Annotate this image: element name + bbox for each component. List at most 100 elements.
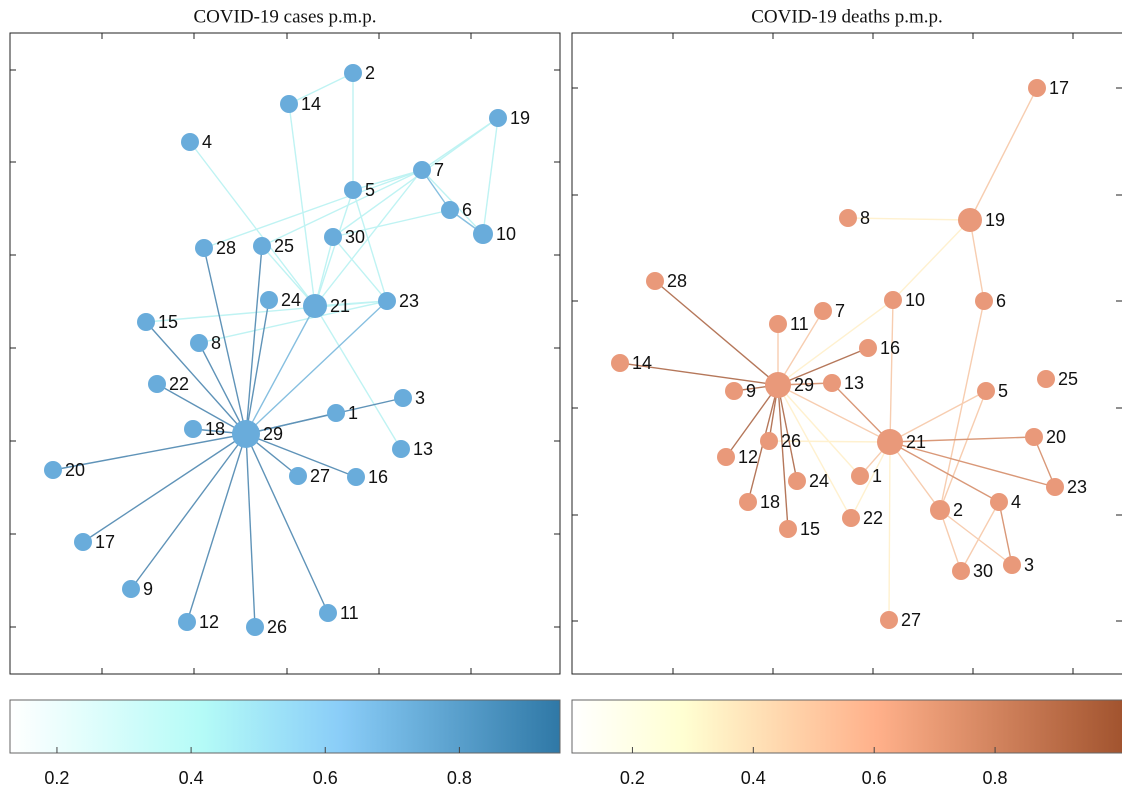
edge <box>245 305 316 435</box>
node-label: 7 <box>434 160 444 180</box>
edge <box>998 501 1013 566</box>
node-label: 23 <box>1067 477 1087 497</box>
node-label: 28 <box>216 238 236 258</box>
node <box>952 562 970 580</box>
edge <box>777 299 894 386</box>
node-label: 16 <box>880 338 900 358</box>
edge <box>777 384 789 530</box>
node-label: 10 <box>905 290 925 310</box>
colorbar-tick-label: 0.4 <box>741 768 766 788</box>
node-label: 4 <box>1011 492 1021 512</box>
edge <box>261 245 316 307</box>
node <box>324 228 342 246</box>
node-label: 23 <box>399 291 419 311</box>
edge <box>352 189 388 302</box>
edge <box>939 509 1013 566</box>
node-label: 3 <box>1024 555 1034 575</box>
node-label: 9 <box>746 381 756 401</box>
node <box>148 375 166 393</box>
node-label: 22 <box>863 508 883 528</box>
node <box>1028 79 1046 97</box>
node <box>1046 478 1064 496</box>
node-label: 13 <box>413 439 433 459</box>
node <box>1037 370 1055 388</box>
node-label: 17 <box>1049 78 1069 98</box>
node-label: 30 <box>973 561 993 581</box>
node <box>137 313 155 331</box>
node <box>327 404 345 422</box>
node <box>441 201 459 219</box>
node-label: 2 <box>365 63 375 83</box>
node <box>195 239 213 257</box>
node-label: 27 <box>901 610 921 630</box>
node-label: 24 <box>281 290 301 310</box>
edge <box>889 299 894 443</box>
edge <box>619 362 779 386</box>
node <box>260 291 278 309</box>
node <box>344 181 362 199</box>
node <box>880 611 898 629</box>
edge <box>332 117 499 238</box>
colorbar-tick-label: 0.4 <box>179 768 204 788</box>
edge <box>203 247 247 435</box>
node-label: 18 <box>205 419 225 439</box>
node-label: 24 <box>809 471 829 491</box>
node <box>646 272 664 290</box>
node-label: 4 <box>202 132 212 152</box>
edge <box>888 441 891 621</box>
edge <box>198 342 247 435</box>
edge <box>203 169 423 249</box>
node <box>394 389 412 407</box>
panel-frame <box>571 32 1122 675</box>
edge <box>82 433 247 543</box>
edge <box>261 169 423 247</box>
edge <box>288 72 354 105</box>
edge <box>889 441 941 511</box>
node-label: 6 <box>996 291 1006 311</box>
node <box>839 209 857 227</box>
edge <box>245 299 270 435</box>
edge <box>969 87 1038 221</box>
node <box>779 520 797 538</box>
edge <box>850 441 891 519</box>
node <box>347 468 365 486</box>
node <box>859 339 877 357</box>
node-label: 29 <box>794 375 814 395</box>
node-label: 18 <box>760 492 780 512</box>
node-label: 12 <box>199 612 219 632</box>
node <box>74 533 92 551</box>
edge <box>831 382 891 443</box>
node-label: 29 <box>263 424 283 444</box>
node-label: 12 <box>738 447 758 467</box>
node <box>930 500 950 520</box>
colorbar-tick-label: 0.2 <box>620 768 645 788</box>
node <box>814 302 832 320</box>
edge <box>777 347 869 386</box>
edge <box>777 384 891 443</box>
node-label: 21 <box>906 432 926 452</box>
edge <box>725 384 779 458</box>
node <box>413 161 431 179</box>
node <box>788 472 806 490</box>
edge <box>889 390 987 443</box>
node <box>489 109 507 127</box>
node <box>611 354 629 372</box>
edge <box>777 384 798 482</box>
node-label: 26 <box>267 617 287 637</box>
node-label: 19 <box>510 108 530 128</box>
node <box>246 618 264 636</box>
edge <box>198 300 388 344</box>
node <box>717 448 735 466</box>
node <box>178 613 196 631</box>
node-label: 11 <box>790 314 809 334</box>
node-label: 15 <box>158 312 178 332</box>
edge <box>186 433 247 623</box>
node-label: 15 <box>800 519 820 539</box>
node <box>990 493 1008 511</box>
node-label: 27 <box>310 466 330 486</box>
node-label: 5 <box>365 180 375 200</box>
node-label: 9 <box>143 579 153 599</box>
